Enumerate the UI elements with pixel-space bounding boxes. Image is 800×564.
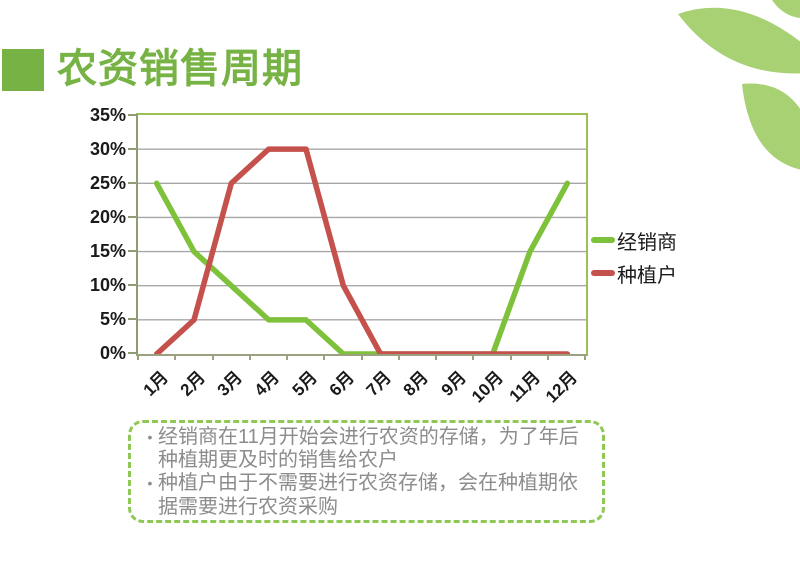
y-axis-tick-label: 20% (89, 207, 126, 227)
x-axis-tick (472, 355, 475, 360)
plot-svg (137, 145, 586, 354)
leaf-decoration-icon (678, 0, 800, 170)
plot-area (135, 112, 588, 356)
y-axis-tick (128, 352, 136, 354)
x-axis-tick (509, 355, 512, 360)
page-title: 农资销售周期 (57, 47, 303, 91)
legend-swatch (591, 270, 615, 276)
y-axis-tick-label: 10% (89, 275, 126, 295)
title-accent-square (2, 49, 44, 91)
legend-swatch (591, 237, 615, 243)
y-axis-tick-label: 15% (89, 241, 126, 261)
legend-label: 经销商 (617, 231, 677, 254)
x-axis-tick (397, 355, 400, 360)
legend-label: 种植户 (617, 264, 677, 287)
sales-cycle-chart: 0% 5% 10% 15% 20% 25% 30% 35% 1月 2月 3月 4月 5月 6月 7月 8月 9… (0, 100, 800, 420)
y-axis-tick-label: 5% (99, 309, 126, 329)
y-axis-tick (128, 250, 136, 252)
bullet-dot: • (147, 429, 153, 445)
x-axis-tick (435, 355, 437, 360)
y-axis-tick (128, 284, 136, 286)
y-axis-tick-label: 30% (89, 139, 126, 159)
y-axis-tick (128, 182, 136, 184)
x-axis-tick (360, 355, 363, 360)
chart-legend: 经销商 种植户 (591, 227, 677, 293)
note-item: • 经销商在11月开始会进行农资的存储，为了年后种植期更及时的销售给农户 (131, 426, 594, 472)
note-text: 种植户由于不需要进行农资存储，会在种植期依据需要进行农资采购 (158, 472, 578, 518)
notes-box: • 经销商在11月开始会进行农资的存储，为了年后种植期更及时的销售给农户 • 种… (128, 420, 605, 523)
x-axis-tick (323, 355, 326, 360)
bullet-dot: • (147, 475, 153, 492)
series-line-1 (153, 145, 570, 354)
note-text: 经销商在11月开始会进行农资的存储，为了年后种植期更及时的销售给农户 (158, 426, 579, 472)
x-axis-tick (211, 355, 214, 360)
x-axis-tick (584, 355, 586, 360)
x-axis-tick (248, 355, 251, 360)
x-axis-tick (546, 355, 549, 360)
y-axis-tick-label: 25% (89, 173, 126, 193)
x-axis-tick (174, 355, 177, 360)
legend-item: 经销商 (591, 227, 677, 254)
x-axis-tick (137, 355, 139, 360)
y-axis-tick (128, 114, 136, 116)
y-axis-tick-label: 0% (99, 343, 126, 363)
note-item: • 种植户由于不需要进行农资存储，会在种植期依据需要进行农资采购 (131, 472, 594, 518)
legend-item: 种植户 (591, 260, 677, 287)
x-axis-tick (286, 355, 288, 360)
y-axis-tick (128, 148, 136, 150)
y-axis-tick (128, 216, 136, 218)
y-axis-tick-label: 35% (89, 105, 126, 125)
y-axis-tick (128, 318, 136, 320)
series-line-0 (153, 180, 570, 354)
